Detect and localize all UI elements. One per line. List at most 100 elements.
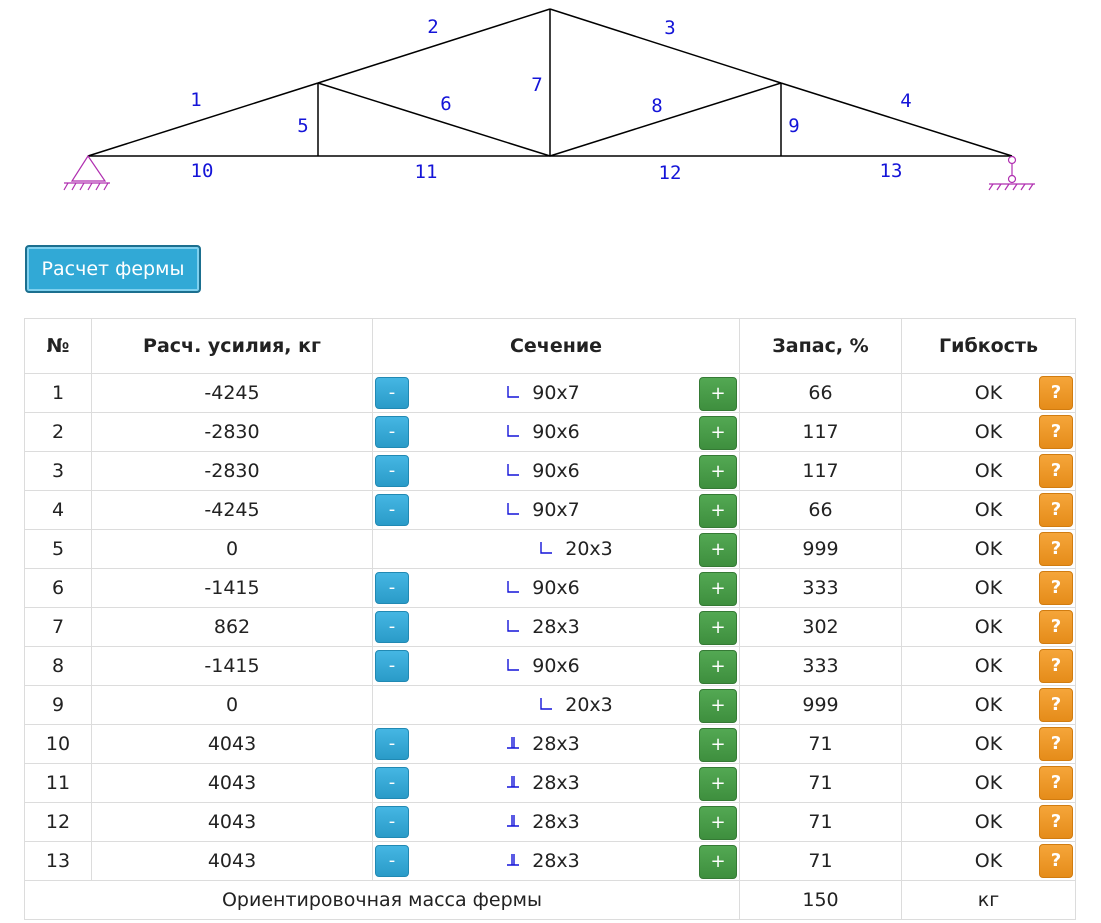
flexibility-status: OK [974, 382, 1003, 404]
member-label-2: 2 [427, 16, 438, 38]
header-reserve: Запас, % [739, 318, 902, 374]
decrease-section-button[interactable]: - [375, 416, 409, 448]
flexibility-status: OK [974, 811, 1003, 833]
table-row: 2 -2830-90x6 +117 OK? [24, 412, 1076, 452]
flexibility-status: OK [974, 616, 1003, 638]
increase-section-button[interactable]: + [699, 377, 737, 411]
row-reserve: 333 [739, 568, 902, 608]
flexibility-status: OK [974, 733, 1003, 755]
help-button[interactable]: ? [1039, 766, 1073, 800]
row-number: 9 [24, 685, 92, 725]
row-section: - 28x3 + [372, 802, 740, 842]
row-number: 6 [24, 568, 92, 608]
decrease-section-button[interactable]: - [375, 845, 409, 877]
section-label: 28x3 [506, 733, 580, 755]
row-flexibility: OK? [901, 568, 1076, 608]
truss-mass-label: Ориентировочная масса фермы [24, 880, 740, 920]
table-row: 7 862-28x3 +302 OK? [24, 607, 1076, 647]
increase-section-button[interactable]: + [699, 767, 737, 801]
row-number: 1 [24, 373, 92, 413]
angle-pair-icon [506, 499, 520, 521]
decrease-section-button[interactable]: - [375, 377, 409, 409]
row-number: 3 [24, 451, 92, 491]
decrease-section-button[interactable]: - [375, 650, 409, 682]
increase-section-button[interactable]: + [699, 455, 737, 489]
angle-single-icon [539, 538, 553, 560]
increase-section-button[interactable]: + [699, 611, 737, 645]
help-button[interactable]: ? [1039, 454, 1073, 488]
row-reserve: 117 [739, 412, 902, 452]
row-force: 0 [91, 685, 373, 725]
increase-section-button[interactable]: + [699, 806, 737, 840]
help-button[interactable]: ? [1039, 493, 1073, 527]
table-header-row: № Расч. усилия, кг Сечение Запас, % Гибк… [24, 318, 1076, 374]
row-force: 4043 [91, 763, 373, 803]
decrease-section-button[interactable]: - [375, 572, 409, 604]
header-force: Расч. усилия, кг [91, 318, 373, 374]
calculate-truss-button[interactable]: Расчет фермы [25, 245, 201, 293]
row-reserve: 71 [739, 724, 902, 764]
decrease-section-button[interactable]: - [375, 767, 409, 799]
help-button[interactable]: ? [1039, 610, 1073, 644]
help-button[interactable]: ? [1039, 688, 1073, 722]
member-label-13: 13 [880, 160, 903, 182]
row-flexibility: OK? [901, 373, 1076, 413]
section-size: 90x6 [532, 577, 580, 599]
increase-section-button[interactable]: + [699, 494, 737, 528]
flexibility-status: OK [974, 694, 1003, 716]
truss-mass-unit: кг [901, 880, 1076, 920]
help-button[interactable]: ? [1039, 649, 1073, 683]
row-force: -2830 [91, 412, 373, 452]
double-angle-tee-icon [506, 850, 520, 872]
member-label-1: 1 [190, 89, 201, 111]
row-reserve: 66 [739, 373, 902, 413]
help-button[interactable]: ? [1039, 415, 1073, 449]
increase-section-button[interactable]: + [699, 650, 737, 684]
increase-section-button[interactable]: + [699, 689, 737, 723]
row-number: 10 [24, 724, 92, 764]
double-angle-tee-icon [506, 811, 520, 833]
table-row: 1 -4245-90x7 +66 OK? [24, 373, 1076, 413]
help-button[interactable]: ? [1039, 727, 1073, 761]
row-number: 12 [24, 802, 92, 842]
row-flexibility: OK? [901, 724, 1076, 764]
increase-section-button[interactable]: + [699, 533, 737, 567]
row-force: 4043 [91, 724, 373, 764]
angle-pair-icon [506, 421, 520, 443]
decrease-section-button[interactable]: - [375, 611, 409, 643]
member-6-line [317, 82, 551, 157]
help-button[interactable]: ? [1039, 805, 1073, 839]
table-row: 5 0 20x3 +999 OK? [24, 529, 1076, 569]
decrease-section-button[interactable]: - [375, 455, 409, 487]
member-label-12: 12 [659, 162, 682, 184]
footer-row: Ориентировочная масса фермы 150 кг [24, 880, 1076, 920]
row-number: 5 [24, 529, 92, 569]
increase-section-button[interactable]: + [699, 845, 737, 879]
angle-single-icon [539, 694, 553, 716]
help-button[interactable]: ? [1039, 376, 1073, 410]
row-section: - 90x6 + [372, 568, 740, 608]
member-label-7: 7 [531, 74, 542, 96]
row-section: 20x3 + [372, 529, 740, 569]
section-label: 20x3 [539, 538, 613, 560]
row-flexibility: OK? [901, 841, 1076, 881]
increase-section-button[interactable]: + [699, 416, 737, 450]
row-section: - 28x3 + [372, 724, 740, 764]
help-button[interactable]: ? [1039, 532, 1073, 566]
help-button[interactable]: ? [1039, 571, 1073, 605]
header-section: Сечение [372, 318, 740, 374]
decrease-section-button[interactable]: - [375, 806, 409, 838]
row-flexibility: OK? [901, 685, 1076, 725]
row-section: - 28x3 + [372, 841, 740, 881]
help-button[interactable]: ? [1039, 844, 1073, 878]
decrease-section-button[interactable]: - [375, 728, 409, 760]
increase-section-button[interactable]: + [699, 728, 737, 762]
row-force: 4043 [91, 841, 373, 881]
decrease-section-button[interactable]: - [375, 494, 409, 526]
header-flexibility: Гибкость [901, 318, 1076, 374]
section-label: 28x3 [506, 616, 580, 638]
increase-section-button[interactable]: + [699, 572, 737, 606]
row-reserve: 333 [739, 646, 902, 686]
row-flexibility: OK? [901, 451, 1076, 491]
